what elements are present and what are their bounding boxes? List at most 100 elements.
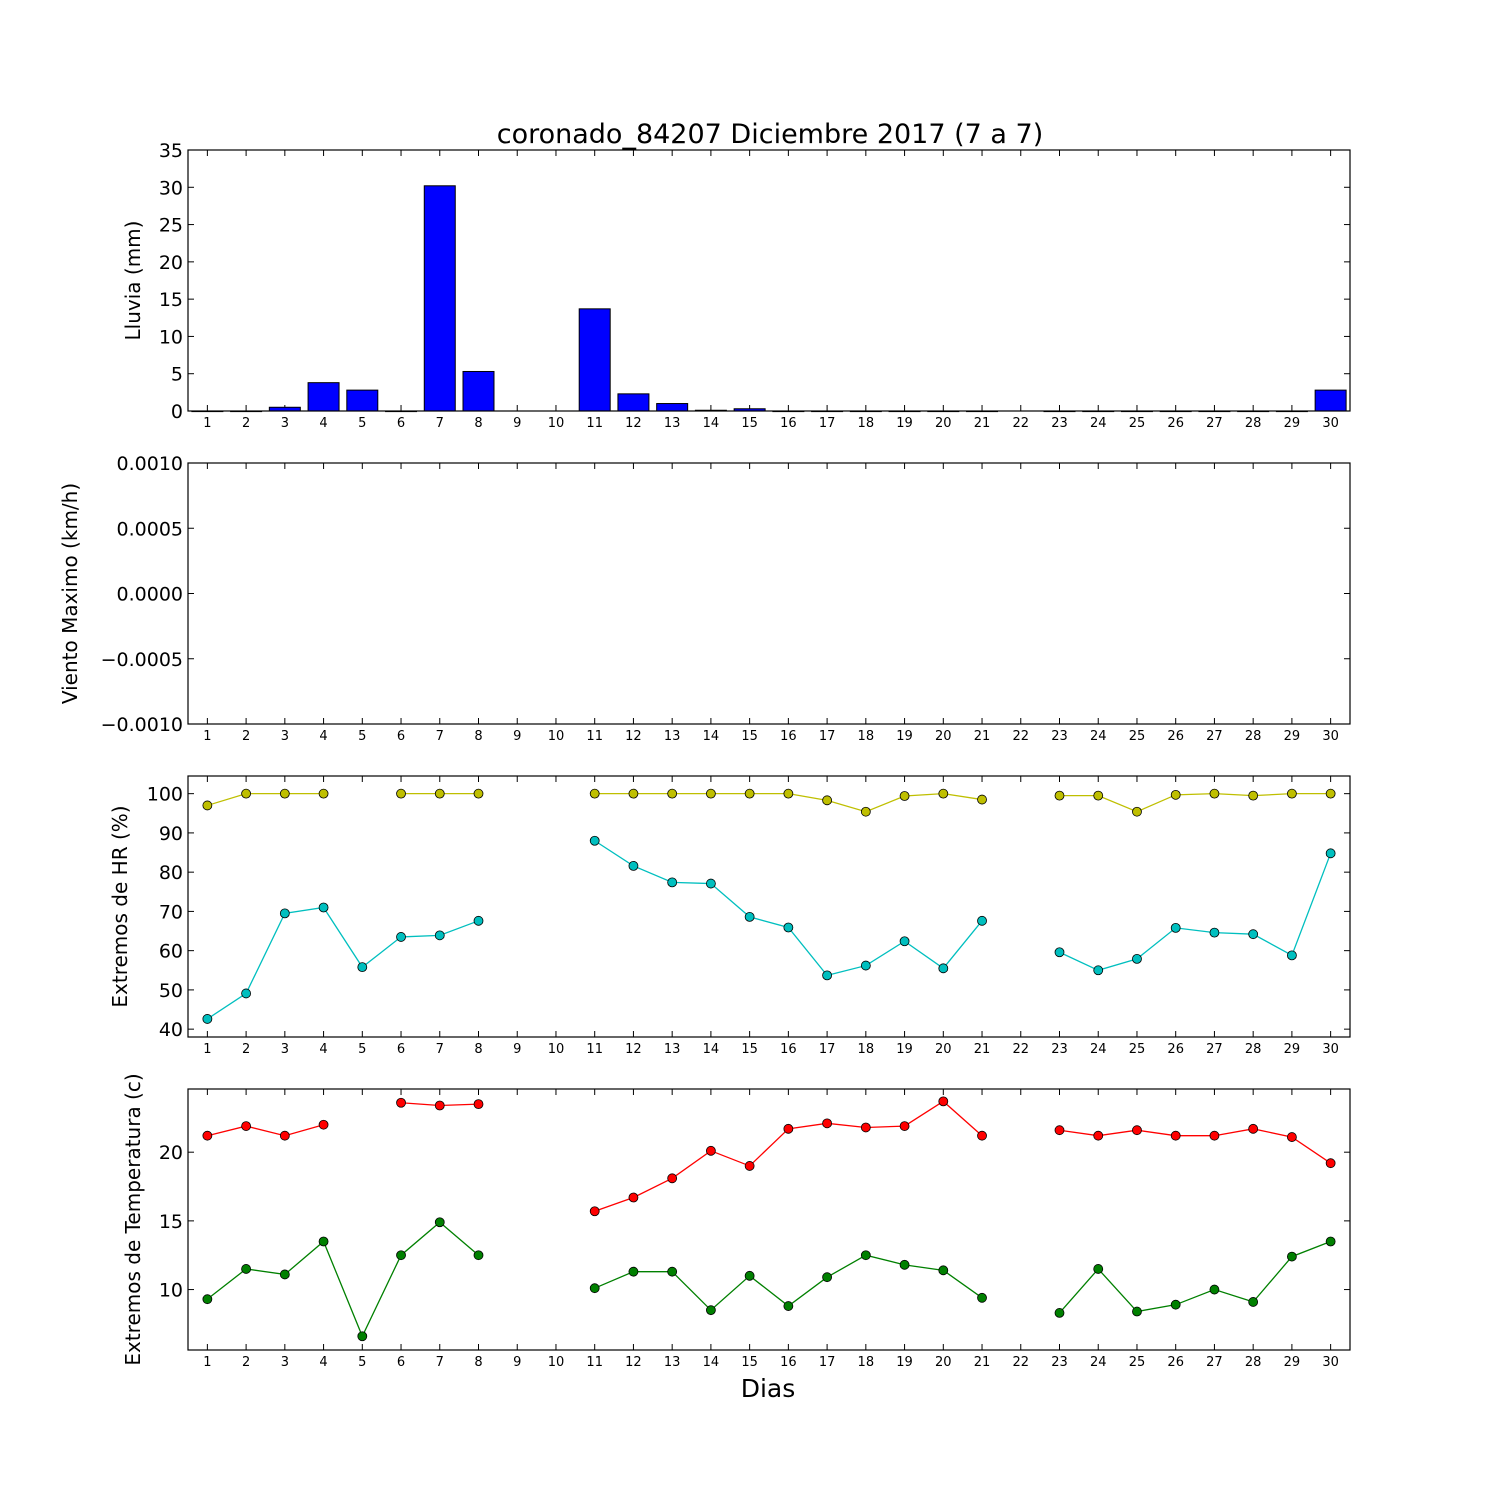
- axes-frame: [187, 775, 1351, 1038]
- y-tick-label: 40: [159, 1019, 183, 1041]
- x-tick-label: 22: [1012, 416, 1029, 431]
- bar: [656, 403, 689, 412]
- x-tick-label: 3: [281, 416, 289, 431]
- data-point: [1325, 1236, 1336, 1247]
- y-tick-label: 0.0000: [117, 584, 183, 606]
- data-point: [628, 860, 639, 871]
- x-tick-label: 5: [358, 1355, 366, 1370]
- y-tick-label: 25: [159, 215, 183, 237]
- data-point: [1132, 953, 1142, 964]
- y-tick-label: 0.0010: [117, 453, 183, 475]
- y-tick-label: 0: [171, 401, 183, 423]
- x-tick-label: 18: [858, 1355, 875, 1370]
- x-tick-label: 9: [513, 1355, 521, 1370]
- data-point: [1093, 965, 1104, 976]
- x-tick-label: 21: [974, 1355, 991, 1370]
- x-tick-label: 18: [858, 1042, 875, 1057]
- y-tick-label: −0.0005: [101, 649, 183, 671]
- x-tick-label: 10: [548, 729, 565, 744]
- data-point: [434, 1217, 445, 1228]
- data-point: [977, 794, 987, 805]
- x-tick-label: 30: [1322, 1355, 1339, 1370]
- data-point: [667, 1173, 678, 1184]
- x-tick-label: 15: [741, 1355, 758, 1370]
- data-point: [1325, 848, 1336, 859]
- data-point: [473, 915, 484, 926]
- x-tick-label: 8: [474, 1042, 482, 1057]
- data-point: [318, 1119, 329, 1130]
- data-point: [899, 791, 910, 801]
- data-point: [279, 1130, 290, 1141]
- y-tick-label: 15: [159, 1211, 183, 1233]
- y-tick-label: 50: [159, 980, 183, 1002]
- x-tick-label: 16: [780, 416, 797, 431]
- data-point: [279, 1269, 290, 1280]
- x-tick-label: 28: [1245, 729, 1262, 744]
- x-tick-label: 11: [586, 1042, 603, 1057]
- data-point: [706, 788, 716, 799]
- x-tick-label: 2: [242, 1042, 250, 1057]
- x-tick-label: 1: [203, 416, 211, 431]
- x-tick-label: 2: [242, 1355, 250, 1370]
- data-point: [434, 788, 445, 799]
- x-tick-label: 26: [1167, 1042, 1184, 1057]
- data-point: [1054, 1125, 1065, 1136]
- data-point: [241, 1264, 252, 1274]
- y-tick-label: 30: [159, 177, 183, 199]
- data-point: [1054, 790, 1065, 801]
- x-tick-label: 25: [1129, 1355, 1146, 1370]
- x-tick-label: 19: [896, 416, 913, 431]
- x-tick-label: 11: [586, 416, 603, 431]
- x-tick-label: 8: [474, 416, 482, 431]
- data-point: [977, 1130, 987, 1141]
- data-point: [822, 795, 832, 806]
- axes-frame: [187, 149, 1351, 412]
- data-point: [1287, 1132, 1297, 1142]
- data-point: [589, 1206, 600, 1217]
- data-point: [899, 936, 910, 947]
- x-tick-label: 7: [436, 729, 444, 744]
- data-point: [202, 1130, 213, 1141]
- data-point: [628, 1266, 639, 1277]
- y-tick-label: 60: [159, 941, 183, 963]
- data-point: [1209, 788, 1220, 799]
- data-point: [1248, 929, 1259, 940]
- series-line: [207, 1124, 324, 1137]
- x-tick-label: 6: [397, 1355, 405, 1370]
- x-tick-label: 28: [1245, 1042, 1262, 1057]
- x-tick-label: 3: [281, 1355, 289, 1370]
- x-tick-label: 24: [1090, 1042, 1107, 1057]
- x-tick-label: 11: [586, 1355, 603, 1370]
- x-tick-label: 21: [974, 416, 991, 431]
- data-point: [1054, 1308, 1065, 1318]
- series-line: [594, 1100, 983, 1212]
- x-tick-label: 9: [513, 1042, 521, 1057]
- series-line: [207, 793, 324, 807]
- bar: [617, 393, 650, 412]
- data-point: [241, 788, 252, 799]
- data-point: [279, 788, 290, 799]
- x-tick-label: 7: [436, 1355, 444, 1370]
- data-point: [279, 908, 290, 919]
- data-point: [318, 902, 329, 913]
- data-point: [202, 1014, 213, 1024]
- y-tick-label: 80: [159, 862, 183, 884]
- bar: [423, 185, 456, 412]
- series-line: [594, 840, 983, 977]
- x-tick-label: 5: [358, 729, 366, 744]
- x-tick-label: 22: [1012, 1355, 1029, 1370]
- x-tick-label: 6: [397, 1042, 405, 1057]
- data-point: [396, 1097, 406, 1108]
- x-tick-label: 16: [780, 729, 797, 744]
- data-point: [706, 1305, 716, 1316]
- data-point: [1132, 1125, 1142, 1136]
- x-tick-label: 8: [474, 729, 482, 744]
- y-tick-label: 5: [171, 364, 183, 386]
- y-tick-label: 100: [147, 784, 183, 806]
- x-tick-label: 6: [397, 729, 405, 744]
- x-tick-label: 26: [1167, 1355, 1184, 1370]
- data-point: [1054, 947, 1065, 958]
- x-tick-label: 4: [319, 729, 327, 744]
- y-tick-label: 20: [159, 252, 183, 274]
- data-point: [860, 806, 871, 817]
